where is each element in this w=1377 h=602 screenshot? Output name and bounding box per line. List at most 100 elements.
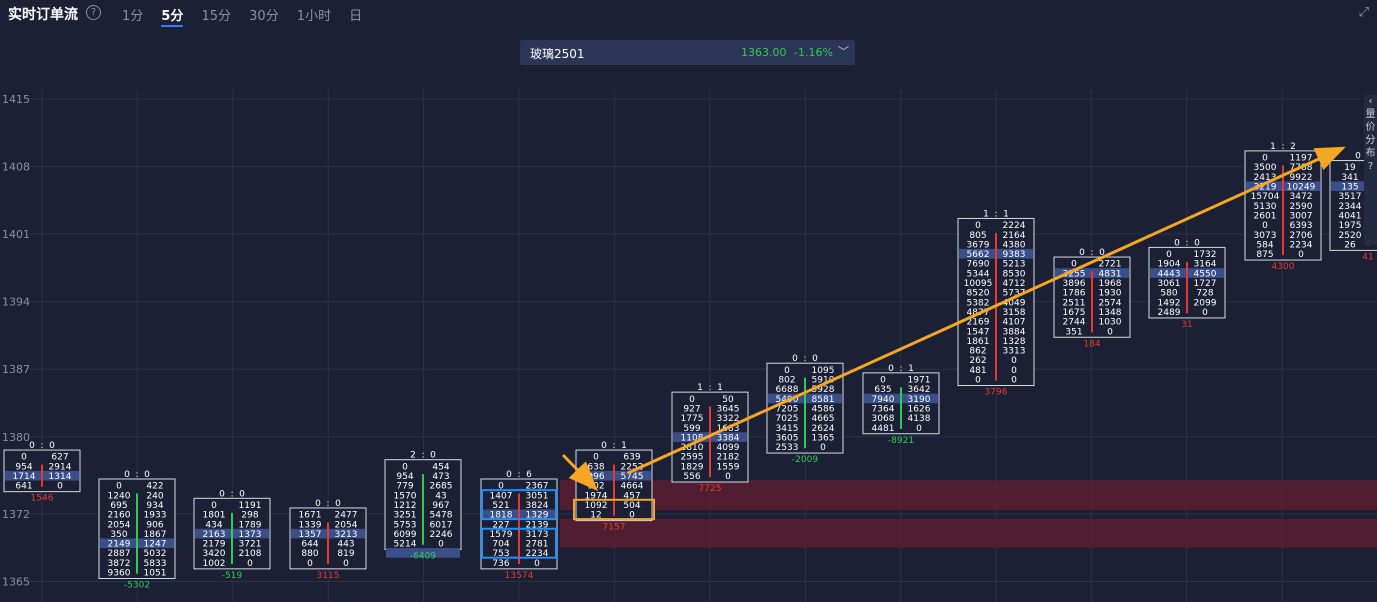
ask-volume: 1191 <box>239 501 262 511</box>
ask-volume: 0 <box>438 540 444 550</box>
ask-volume: 2781 <box>526 540 549 550</box>
tab-1hour[interactable]: 1小时 <box>296 9 332 24</box>
ask-volume: 4380 <box>1003 240 1026 250</box>
bid-volume: 753 <box>492 549 509 559</box>
ask-volume: 0 <box>1202 308 1208 318</box>
bid-volume: 3872 <box>108 559 131 569</box>
candle-header-ask: 2 <box>1290 142 1296 152</box>
bid-volume: 8520 <box>967 289 990 299</box>
bid-volume: 2520 <box>1339 231 1362 241</box>
poc-row <box>1331 181 1377 191</box>
ask-volume: 5910 <box>812 376 835 386</box>
candle-header-sep: : <box>1281 142 1284 152</box>
ask-volume: 3645 <box>717 404 740 414</box>
bid-volume: 7940 <box>872 395 895 405</box>
bid-volume: 2744 <box>1063 318 1086 328</box>
ask-volume: 0 <box>725 472 731 482</box>
ask-volume: 3824 <box>526 501 549 511</box>
ask-volume: 473 <box>432 472 449 482</box>
bid-volume: 0 <box>1262 221 1268 231</box>
bid-volume: 3896 <box>1063 279 1086 289</box>
y-tick-label: 1372 <box>2 508 30 521</box>
ticker-bar[interactable]: 玻璃2501 1363.00 -1.16% ﹀ <box>520 40 855 65</box>
bid-volume: 2601 <box>1254 211 1277 221</box>
bid-volume: 7205 <box>776 404 799 414</box>
ask-volume: 1789 <box>239 520 262 530</box>
ask-volume: 2099 <box>1194 298 1217 308</box>
candle-header-sep: : <box>230 489 233 499</box>
ask-volume: 4712 <box>1003 279 1026 289</box>
ask-volume: 1365 <box>812 433 835 443</box>
bid-volume: 0 <box>1166 250 1172 260</box>
ask-volume: 0 <box>1107 327 1113 337</box>
bid-volume: 0 <box>307 559 313 569</box>
bid-volume: 6099 <box>394 530 417 540</box>
candle-header-sep: : <box>421 451 424 461</box>
ask-volume: 2624 <box>812 424 835 434</box>
bid-volume: 9360 <box>108 569 131 579</box>
tab-30min[interactable]: 30分 <box>249 9 279 24</box>
bid-volume: 1357 <box>299 530 322 540</box>
page-title: 实时订单流 <box>8 7 78 23</box>
ask-volume: 0 <box>343 559 349 569</box>
chevron-down-icon[interactable]: ﹀ <box>838 45 849 58</box>
bid-volume: 0 <box>1262 154 1268 164</box>
bid-volume: 875 <box>1256 250 1273 260</box>
bid-volume: 2163 <box>203 530 226 540</box>
bid-volume: 0 <box>402 462 408 472</box>
bid-volume: 3517 <box>1339 192 1362 202</box>
ask-volume: 2224 <box>1003 221 1026 231</box>
y-tick-label: 1365 <box>2 576 30 589</box>
candle-7: 1:10509273645177533225991683110833842810… <box>671 383 749 494</box>
ask-volume: 1329 <box>526 511 549 521</box>
y-tick-label: 1387 <box>2 363 30 376</box>
y-tick-label: 1401 <box>2 228 30 241</box>
candle-5: 0:6 0 2367 1407 3051 521 3824 1818 1329 227 2139 15… <box>480 470 558 581</box>
ask-volume: 3051 <box>526 491 549 501</box>
candle-header-bid: 0 <box>315 499 321 509</box>
y-tick-label: 1415 <box>2 93 30 106</box>
ask-volume: 1626 <box>908 404 931 414</box>
tab-day[interactable]: 日 <box>349 9 363 24</box>
help-icon-small[interactable]: ? <box>1367 161 1374 172</box>
ask-volume: 9383 <box>1003 250 1026 260</box>
bid-volume: 880 <box>301 549 318 559</box>
ask-volume: 50 <box>722 395 734 405</box>
bid-volume: 1904 <box>1158 260 1181 270</box>
ask-volume: 6017 <box>430 520 453 530</box>
ask-volume: 3322 <box>717 414 740 424</box>
ask-volume: 3313 <box>1003 347 1026 357</box>
ask-volume: 3007 <box>1290 211 1313 221</box>
ask-volume: 2139 <box>526 520 549 530</box>
ask-volume: 9922 <box>1290 173 1313 183</box>
ask-volume: 3173 <box>526 530 549 540</box>
ask-volume: 1051 <box>144 569 167 579</box>
bid-volume: 2169 <box>967 318 990 328</box>
ask-volume: 627 <box>51 453 68 463</box>
candle-header-bid: 0 <box>1355 152 1361 162</box>
tab-15min[interactable]: 15分 <box>201 9 232 24</box>
collapse-icon[interactable]: ‹ <box>1368 96 1373 107</box>
ask-volume: 1930 <box>1099 289 1122 299</box>
bid-volume: 12 <box>590 511 601 521</box>
bid-volume: 1861 <box>967 337 990 347</box>
ask-volume: 1328 <box>1003 337 1026 347</box>
ask-volume: 1030 <box>1099 318 1122 328</box>
bid-volume: 638 <box>587 462 604 472</box>
ask-volume: 5833 <box>144 559 167 569</box>
ask-volume: 454 <box>432 462 449 472</box>
volume-profile-panel[interactable]: ‹ 量价分布 ? <box>1364 95 1377 245</box>
bid-volume: 351 <box>1065 327 1082 337</box>
ask-volume: 639 <box>623 453 640 463</box>
bid-volume: 1092 <box>585 501 608 511</box>
tab-1min[interactable]: 1分 <box>122 9 144 24</box>
tab-5min[interactable]: 5分 <box>161 5 184 27</box>
expand-icon[interactable]: ⤢ <box>1358 5 1369 20</box>
candle-header-sep: : <box>1185 238 1188 248</box>
ticker-change: -1.16% <box>794 46 833 59</box>
bid-volume: 26 <box>1344 240 1356 250</box>
ask-volume: 0 <box>1011 366 1017 376</box>
ask-volume: 1373 <box>239 530 262 540</box>
help-icon[interactable]: ? <box>86 5 101 20</box>
